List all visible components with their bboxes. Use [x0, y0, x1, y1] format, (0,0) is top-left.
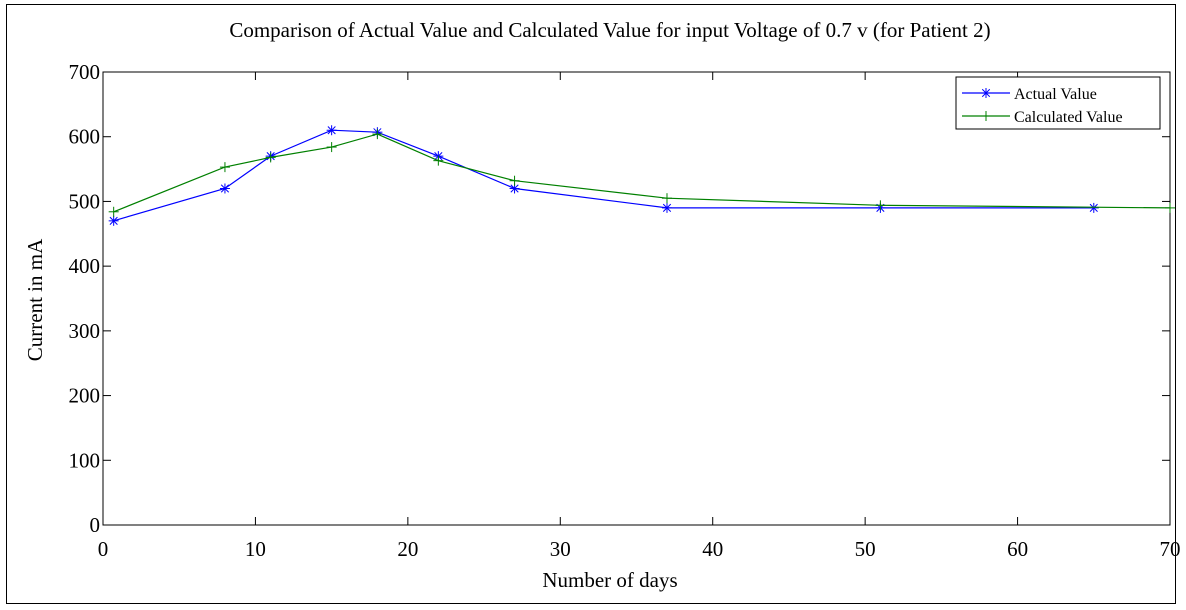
legend: Actual Value Calculated Value	[955, 76, 1161, 130]
x-tick-label: 70	[1160, 537, 1181, 561]
data-point	[875, 200, 886, 211]
data-point	[265, 152, 276, 163]
data-point	[1165, 202, 1175, 213]
data-point	[108, 215, 119, 226]
y-tick-label: 100	[69, 448, 101, 472]
y-tick-label: 600	[69, 125, 101, 149]
x-tick-label: 0	[98, 537, 109, 561]
y-tick-label: 200	[69, 384, 101, 408]
series-layer	[108, 125, 1175, 226]
data-point	[219, 162, 230, 173]
y-tick-label: 700	[69, 60, 101, 84]
data-point	[326, 142, 337, 153]
x-axis-label: Number of days	[542, 568, 677, 592]
legend-label: Calculated Value	[1014, 109, 1123, 126]
data-point	[1088, 202, 1099, 213]
x-tick-label: 60	[1007, 537, 1028, 561]
legend-box	[955, 76, 1161, 130]
legend-marker	[981, 88, 991, 98]
data-point	[433, 155, 444, 166]
series-line-1	[113, 129, 1094, 222]
data-point	[661, 193, 672, 204]
y-tick-label: 0	[90, 513, 101, 537]
series-line-2	[113, 133, 1171, 213]
data-point	[108, 206, 119, 217]
x-tick-label: 50	[855, 537, 876, 561]
data-point	[219, 183, 230, 194]
data-point	[509, 183, 520, 194]
data-point	[509, 175, 520, 186]
legend-label: Actual Value	[1014, 86, 1097, 103]
x-tick-label: 40	[702, 537, 723, 561]
data-point	[661, 202, 672, 213]
x-tick-label: 10	[245, 537, 266, 561]
chart-title: Comparison of Actual Value and Calculate…	[229, 18, 990, 42]
x-tick-label: 30	[550, 537, 571, 561]
y-tick-label: 400	[69, 254, 101, 278]
y-tick-label: 300	[69, 319, 101, 343]
data-point	[372, 129, 383, 140]
legend-marker	[981, 111, 991, 121]
y-axis-label: Current in mA	[23, 238, 47, 361]
data-point	[326, 125, 337, 136]
y-tick-label: 500	[69, 189, 101, 213]
plot-area	[102, 71, 1171, 526]
x-tick-label: 20	[397, 537, 418, 561]
